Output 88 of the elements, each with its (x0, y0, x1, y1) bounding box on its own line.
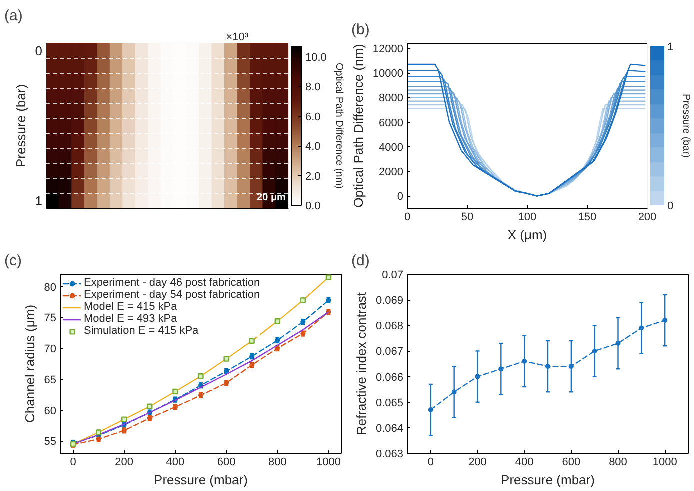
x-tick-label: 600 (217, 456, 236, 468)
y-tick-label: 80 (44, 282, 57, 294)
x-tick-label: 200 (638, 212, 657, 224)
color-bar-label: 4.0 (306, 141, 321, 154)
color-bar-label: 8.0 (306, 82, 321, 94)
x-tick-label: 200 (115, 456, 134, 468)
annotation: ×10³ (226, 32, 249, 44)
point (592, 348, 598, 354)
x-axis-title: X (μm) (508, 228, 548, 242)
y-tick-label: 70 (44, 344, 57, 356)
y-tick-label: 0.067 (376, 346, 404, 358)
x-tick-label: 800 (609, 456, 628, 468)
color-bar-label: 10.0 (306, 52, 327, 64)
y-tick-label: 1 (35, 194, 43, 208)
chart-title: (a) (4, 8, 23, 24)
x-axis-title: Pressure (mbar) (501, 472, 595, 488)
x-tick-label: 800 (268, 456, 287, 468)
point (172, 388, 178, 395)
point (616, 341, 621, 346)
point (122, 416, 128, 422)
annotation: 20 μm (257, 192, 286, 204)
point (568, 364, 574, 370)
x-axis-title: Pressure (mbar) (154, 472, 248, 488)
chart-title: (b) (352, 22, 370, 38)
x-tick-label: 400 (515, 456, 534, 468)
point (300, 298, 306, 304)
point (198, 373, 204, 380)
x-tick-label: 400 (166, 456, 185, 468)
y-tick-label: 6000 (379, 117, 404, 130)
color-bar-label: 0.0 (306, 200, 321, 212)
y-tick-label: 0.068 (376, 320, 404, 333)
point (639, 326, 644, 331)
y-tick-label: 65 (44, 374, 57, 386)
color-bar-label: 1 (668, 42, 674, 54)
point (452, 390, 457, 395)
y-tick-label: 0.065 (376, 397, 404, 410)
color-bar-title: Pressure (bar) (680, 94, 692, 158)
legend-label: Experiment - day 54 post fabrication (84, 289, 260, 301)
y-tick-label: 0 (397, 191, 404, 204)
legend-label: Model E = 415 kPa (84, 301, 178, 313)
color-bar-label: 6.0 (306, 111, 321, 124)
legend-label: Experiment - day 46 post fabrication (84, 277, 260, 289)
color-bar-label: 2.0 (306, 170, 321, 183)
y-tick-label: 10000 (372, 68, 404, 80)
color-bar-label: 0 (668, 200, 674, 212)
point (475, 374, 480, 380)
y-axis-title: Refractive index contrast (354, 292, 369, 436)
x-tick-label: 100 (518, 212, 537, 224)
x-tick-label: 0 (70, 456, 76, 468)
point (522, 358, 528, 364)
chart-title: (d) (352, 252, 370, 270)
x-tick-label: 50 (461, 212, 474, 224)
x-tick-label: 200 (468, 456, 487, 468)
y-tick-label: 0 (35, 44, 43, 58)
legend-label: Model E = 493 kPa (84, 313, 178, 325)
x-tick-label: 0 (428, 456, 434, 468)
y-tick-label: 4000 (379, 142, 404, 154)
y-tick-label: 0.064 (376, 422, 404, 435)
y-tick-label: 0.069 (376, 295, 404, 308)
x-tick-label: 150 (578, 212, 597, 224)
point (498, 366, 504, 372)
point (147, 404, 153, 410)
y-tick-label: 60 (44, 405, 57, 418)
y-tick-label: 0.07 (382, 270, 404, 282)
point (326, 274, 332, 280)
point (274, 318, 280, 324)
chart-title: (c) (4, 252, 22, 270)
y-tick-label: 12000 (372, 43, 404, 56)
y-tick-label: 75 (44, 312, 57, 325)
y-tick-label: 8000 (379, 92, 404, 105)
point (428, 408, 434, 413)
color-bar-title: Optical Path Difference (nm) (334, 63, 344, 189)
y-tick-label: 0.063 (376, 448, 404, 460)
point (249, 338, 255, 344)
y-axis-title: Pressure (bar) (13, 84, 28, 168)
point (96, 430, 102, 436)
y-axis-title: Optical Path Difference (nm) (350, 44, 366, 208)
x-tick-label: 1000 (652, 456, 678, 468)
legend-label: Simulation E = 415 kPa (84, 325, 199, 337)
x-tick-label: 1000 (316, 456, 341, 468)
x-tick-label: 600 (562, 456, 581, 468)
y-tick-label: 2000 (379, 166, 404, 179)
y-tick-label: 55 (44, 436, 57, 448)
y-tick-label: 0.066 (376, 372, 404, 384)
point (224, 356, 230, 362)
point (546, 364, 550, 370)
point (662, 318, 668, 324)
y-axis-title: Channel radius (μm) (22, 304, 38, 424)
